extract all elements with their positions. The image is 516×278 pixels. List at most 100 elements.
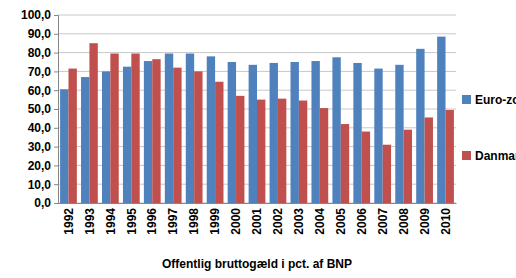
x-tick-label: 2003	[292, 208, 306, 235]
x-tick-label: 2007	[376, 208, 390, 235]
x-tick-label: 2000	[229, 208, 243, 235]
bar	[299, 101, 307, 203]
grid-line	[58, 15, 456, 16]
plot: 0,0 10,0 20,0 30,0 40,0 50,0 60,0 70,0 80,0 90,0 1…	[21, 8, 457, 234]
y-tick-mark	[54, 53, 58, 54]
bar	[341, 124, 349, 203]
y-tick-mark	[54, 203, 58, 204]
x-tick-label: 1995	[125, 208, 139, 235]
x-tick-label: 1998	[187, 208, 201, 235]
x-tick: 1992	[62, 208, 76, 235]
y-tick-mark	[54, 147, 58, 148]
x-tick-label: 2002	[271, 208, 285, 235]
y-tick: 10,0	[28, 178, 58, 192]
y-tick: 100,0	[21, 8, 58, 22]
bar	[257, 100, 265, 203]
x-tick: 2000	[229, 208, 243, 235]
x-tick: 2008	[397, 208, 411, 235]
bar	[236, 96, 244, 203]
bar	[332, 57, 340, 203]
bar	[144, 61, 152, 203]
bar	[123, 67, 131, 203]
y-axis: 0,0 10,0 20,0 30,0 40,0 50,0 60,0 70,0 80,0 90,0 1…	[21, 8, 59, 210]
bar	[395, 65, 403, 203]
x-tick: 2005	[334, 208, 348, 235]
series	[60, 37, 445, 203]
bar	[81, 77, 89, 203]
bar	[249, 65, 257, 203]
y-tick-mark	[54, 34, 58, 35]
y-tick: 20,0	[28, 159, 58, 173]
x-tick-label: 2001	[250, 208, 264, 235]
y-tick-mark	[54, 71, 58, 72]
x-tick-label: 1999	[208, 208, 222, 235]
x-tick: 1993	[83, 208, 97, 235]
grid-line	[58, 33, 456, 34]
y-tick-label: 70,0	[28, 65, 52, 79]
x-tick: 2009	[418, 208, 432, 235]
bar	[165, 54, 173, 203]
x-tick-label: 2009	[418, 208, 432, 235]
x-tick: 2010	[439, 208, 453, 235]
bar	[207, 56, 215, 203]
y-tick-label: 50,0	[28, 102, 52, 116]
x-tick-label: 1993	[83, 208, 97, 235]
y-tick: 50,0	[28, 102, 58, 116]
y-tick-label: 80,0	[28, 46, 52, 60]
bar	[311, 61, 319, 203]
y-tick: 0,0	[34, 196, 58, 210]
bar	[270, 63, 278, 203]
bar	[278, 99, 286, 203]
x-tick-label: 2010	[439, 208, 453, 235]
bar	[102, 71, 110, 203]
x-tick-label: 2004	[313, 208, 327, 235]
legend-label: Euro-zonen	[475, 93, 516, 107]
x-tick: 1995	[125, 208, 139, 235]
bar	[110, 54, 118, 203]
x-tick: 2001	[250, 208, 264, 235]
bar	[194, 71, 202, 203]
x-axis-line	[59, 203, 457, 204]
y-tick-mark	[54, 165, 58, 166]
y-tick-label: 0,0	[34, 196, 51, 210]
y-tick-label: 30,0	[28, 140, 52, 154]
y-tick-label: 100,0	[21, 8, 51, 22]
y-tick-label: 90,0	[28, 27, 52, 41]
bar	[173, 68, 181, 203]
bar	[425, 117, 433, 203]
x-tick: 1997	[166, 208, 180, 235]
x-tick-label: 2005	[334, 208, 348, 235]
y-tick: 40,0	[28, 121, 58, 135]
bar	[228, 62, 236, 203]
y-tick: 30,0	[28, 140, 58, 154]
legend-swatch	[462, 95, 471, 104]
y-tick: 70,0	[28, 65, 58, 79]
x-tick: 1994	[104, 208, 118, 235]
bar	[362, 132, 370, 203]
x-tick-label: 2008	[397, 208, 411, 235]
bar	[353, 63, 361, 203]
x-axis-title: Offentlig bruttogæld i pct. af BNP	[162, 257, 352, 271]
bar	[320, 108, 328, 203]
grid-line	[58, 52, 456, 53]
bar	[215, 82, 223, 203]
x-tick: 2006	[355, 208, 369, 235]
x-tick-label: 1994	[104, 208, 118, 235]
bar	[60, 89, 68, 203]
series	[68, 43, 453, 203]
legend-swatch	[462, 151, 471, 160]
bar	[383, 145, 391, 203]
chart: 0,0 10,0 20,0 30,0 40,0 50,0 60,0 70,0 80,0 90,0 1…	[0, 0, 516, 278]
y-tick-mark	[54, 15, 58, 16]
bar	[186, 54, 194, 203]
grid	[58, 15, 456, 203]
y-tick: 80,0	[28, 46, 58, 60]
y-axis-line	[54, 16, 59, 204]
x-tick-label: 2006	[355, 208, 369, 235]
x-tick: 2004	[313, 208, 327, 235]
y-tick-label: 60,0	[28, 84, 52, 98]
x-tick: 2002	[271, 208, 285, 235]
y-tick-label: 40,0	[28, 121, 52, 135]
bar	[446, 110, 454, 203]
bar	[89, 43, 97, 203]
